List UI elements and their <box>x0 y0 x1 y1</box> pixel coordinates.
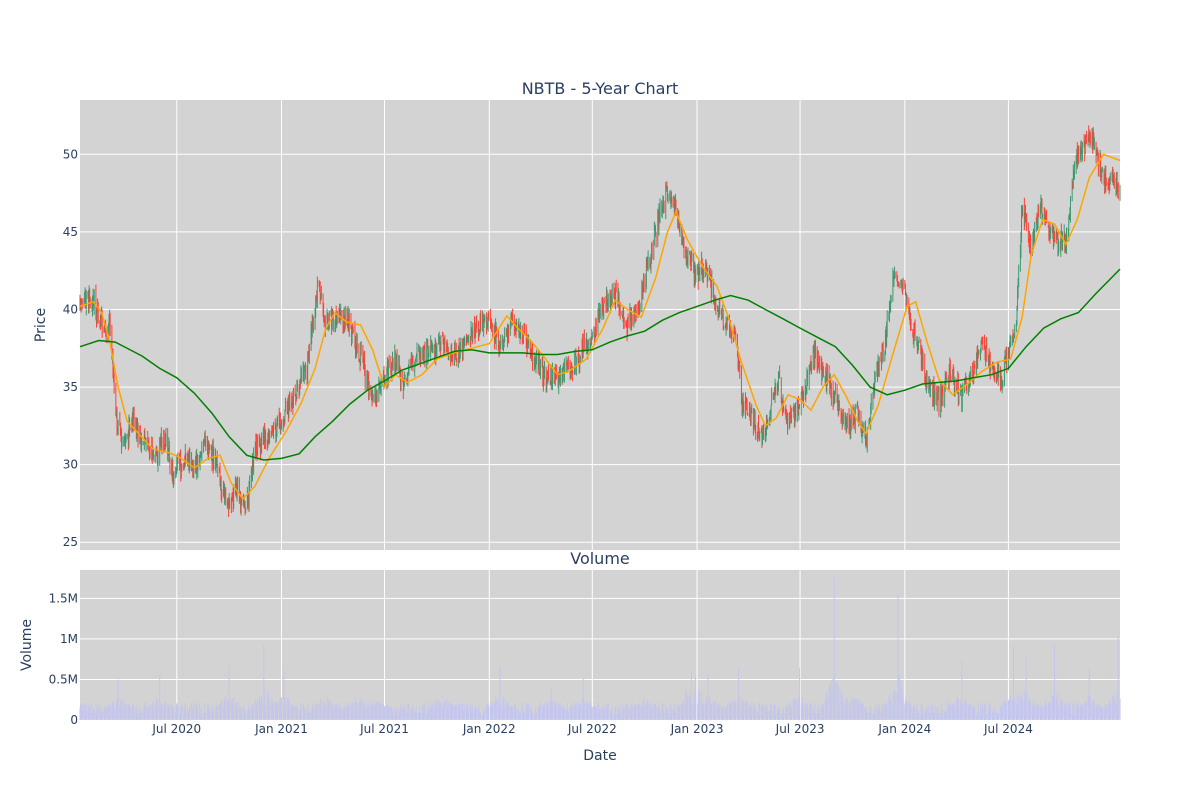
price-y-axis-label: Price <box>33 308 49 342</box>
date-x-tick-label: Jan 2024 <box>877 722 931 736</box>
volume-plot-area <box>80 570 1120 720</box>
price-gridlines <box>80 100 1120 550</box>
volume-y-tick-label: 1M <box>60 632 78 646</box>
price-y-axis-ticks: 25 30 35 40 45 50 <box>63 147 78 549</box>
volume-y-tick-label: 0 <box>70 713 78 727</box>
x-axis-label: Date <box>583 748 616 764</box>
date-x-tick-label: Jan 2021 <box>254 722 308 736</box>
moving-average-lines <box>79 153 1121 500</box>
date-x-tick-label: Jul 2022 <box>567 722 617 736</box>
volume-bars <box>79 577 1121 720</box>
price-y-tick-label: 30 <box>63 458 78 472</box>
date-x-axis-ticks: Jul 2020 Jan 2021 Jul 2021 Jan 2022 Jul 2022… <box>151 722 1033 736</box>
volume-y-axis-label: Volume <box>19 619 35 671</box>
price-chart-title: NBTB - 5-Year Chart <box>522 79 679 98</box>
price-y-tick-label: 35 <box>63 380 78 394</box>
date-x-tick-label: Jul 2024 <box>983 722 1033 736</box>
date-x-tick-label: Jul 2020 <box>151 722 201 736</box>
price-y-tick-label: 40 <box>63 302 78 316</box>
volume-chart-title: Volume <box>570 549 630 568</box>
price-y-tick-label: 45 <box>63 225 78 239</box>
price-y-tick-label: 25 <box>63 535 78 549</box>
date-x-tick-label: Jan 2023 <box>670 722 724 736</box>
date-x-tick-label: Jan 2022 <box>462 722 516 736</box>
volume-y-axis-ticks: 0 0.5M 1M 1.5M <box>49 591 78 727</box>
date-x-tick-label: Jul 2023 <box>775 722 825 736</box>
volume-y-tick-label: 0.5M <box>49 672 78 686</box>
price-plot-area <box>80 100 1120 550</box>
price-y-tick-label: 50 <box>63 147 78 161</box>
volume-y-tick-label: 1.5M <box>49 591 78 605</box>
date-x-tick-label: Jul 2021 <box>359 722 409 736</box>
short-moving-average-line <box>79 153 1121 500</box>
long-moving-average-line <box>79 268 1121 461</box>
